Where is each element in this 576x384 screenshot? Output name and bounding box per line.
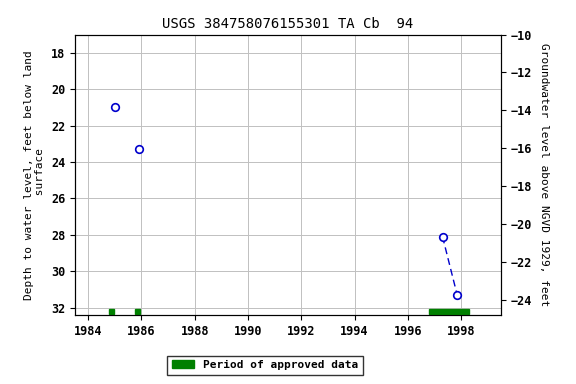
Point — [453, 292, 462, 298]
Y-axis label: Depth to water level, feet below land
 surface: Depth to water level, feet below land su… — [24, 50, 46, 300]
Title: USGS 384758076155301 TA Cb  94: USGS 384758076155301 TA Cb 94 — [162, 17, 414, 31]
Point — [110, 104, 119, 111]
Bar — [429, 308, 469, 314]
Bar — [109, 308, 114, 314]
Y-axis label: Groundwater level above NGVD 1929, feet: Groundwater level above NGVD 1929, feet — [539, 43, 549, 306]
Bar — [135, 308, 139, 314]
Point — [438, 233, 447, 240]
Point — [134, 146, 143, 152]
Legend: Period of approved data: Period of approved data — [168, 356, 362, 375]
